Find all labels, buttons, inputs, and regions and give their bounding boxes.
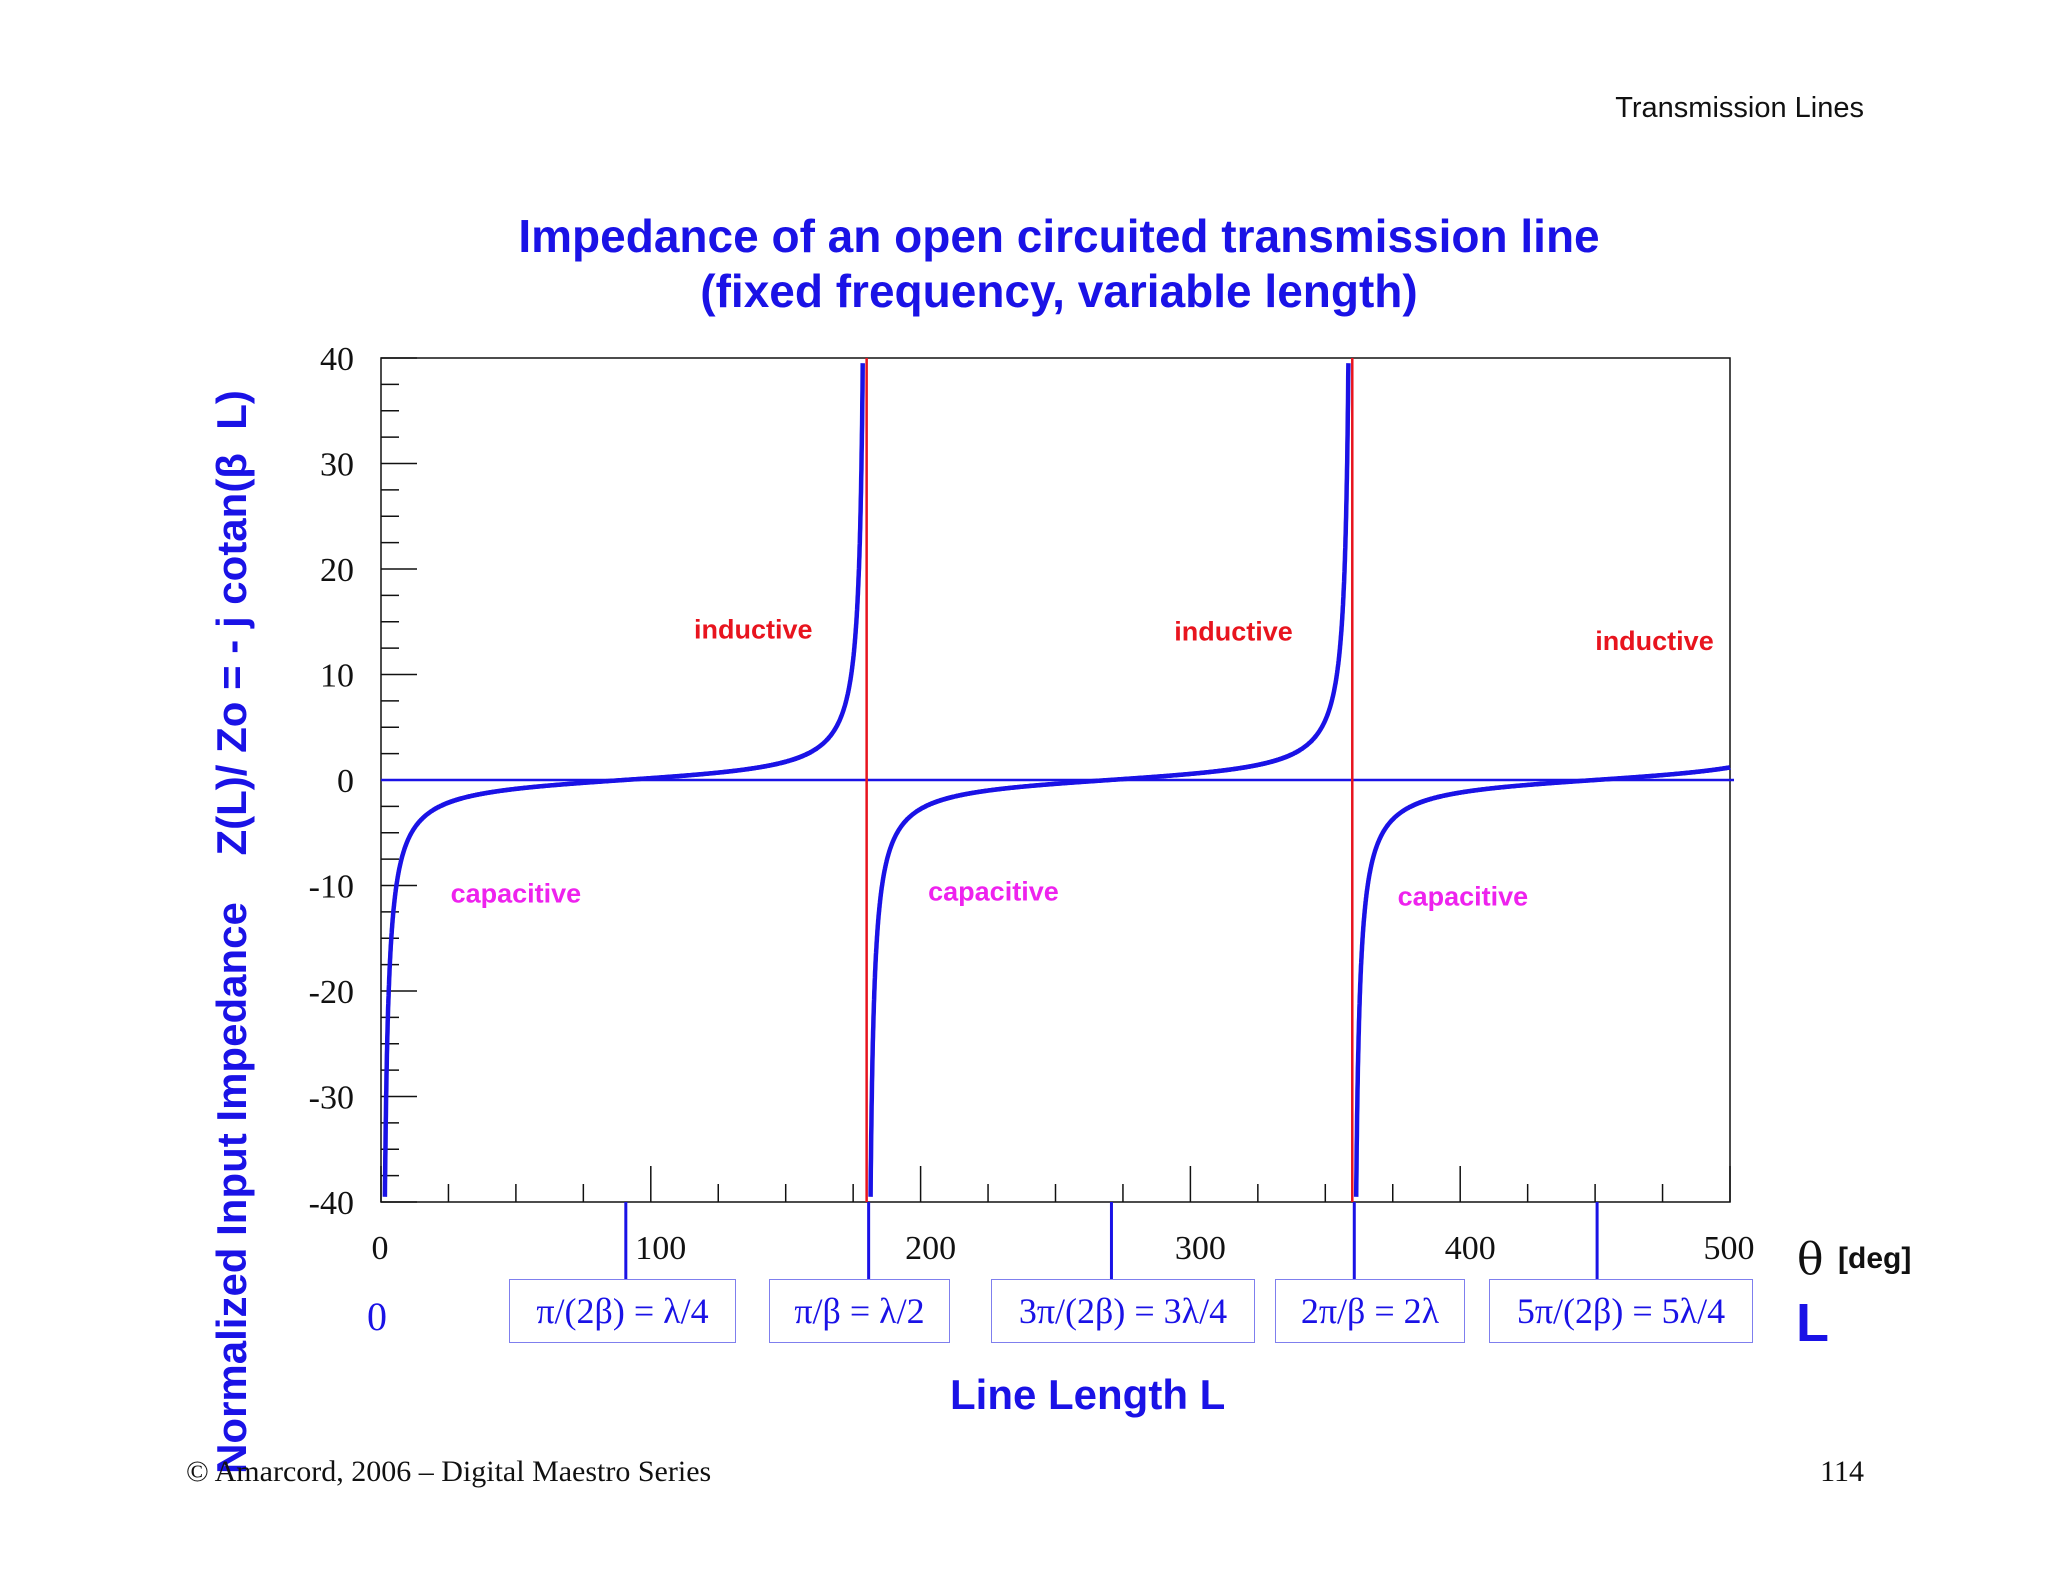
length-marker-three-quarter-wave: 3π/(2β) = 3λ/4 bbox=[991, 1279, 1255, 1343]
impedance-curve bbox=[868, 363, 1351, 1197]
page-number: 114 bbox=[1820, 1455, 1864, 1488]
y-tick-label: -30 bbox=[309, 1080, 354, 1117]
inductive-region-label: inductive bbox=[1595, 626, 1714, 656]
copyright-footer: © Amarcord, 2006 – Digital Maestro Serie… bbox=[186, 1455, 712, 1488]
y-tick-label: 10 bbox=[320, 658, 354, 695]
inductive-region-label: inductive bbox=[694, 615, 813, 645]
length-marker-two-lambda: 2π/β = 2λ bbox=[1275, 1279, 1465, 1343]
deg-unit-label: [deg] bbox=[1838, 1242, 1912, 1275]
chart-title: Impedance of an open circuited transmiss… bbox=[518, 210, 1600, 262]
y-tick-label: 20 bbox=[320, 552, 354, 589]
length-marker-quarter-wave: π/(2β) = λ/4 bbox=[509, 1279, 736, 1343]
impedance-curve bbox=[382, 363, 865, 1197]
capacitive-region-label: capacitive bbox=[1398, 882, 1529, 912]
impedance-curve bbox=[1353, 765, 1731, 1197]
y-tick-label: 0 bbox=[337, 763, 354, 800]
length-marker-zero: 0 bbox=[367, 1294, 387, 1339]
chart-subtitle: (fixed frequency, variable length) bbox=[700, 265, 1418, 317]
x-axis-label: Line Length L bbox=[950, 1371, 1226, 1418]
theta-symbol: θ bbox=[1797, 1234, 1824, 1285]
section-header: Transmission Lines bbox=[1615, 92, 1864, 124]
y-tick-label: -10 bbox=[309, 869, 354, 906]
x-tick-label: 400 bbox=[1445, 1230, 1496, 1267]
y-tick-label: -40 bbox=[309, 1185, 354, 1222]
x-tick-label: 300 bbox=[1175, 1230, 1226, 1267]
y-tick-label: 30 bbox=[320, 447, 354, 484]
x-tick-label: 100 bbox=[635, 1230, 686, 1267]
capacitive-region-label: capacitive bbox=[928, 876, 1059, 906]
x-tick-label: 200 bbox=[905, 1230, 956, 1267]
y-tick-label: -20 bbox=[309, 974, 354, 1011]
capacitive-region-label: capacitive bbox=[451, 878, 582, 908]
length-marker-half-wave: π/β = λ/2 bbox=[769, 1279, 950, 1343]
y-tick-label: 40 bbox=[320, 341, 354, 378]
x-tick-label: 500 bbox=[1704, 1230, 1755, 1267]
length-symbol: L bbox=[1796, 1293, 1829, 1353]
inductive-region-label: inductive bbox=[1174, 617, 1293, 647]
length-marker-five-quarter-wave: 5π/(2β) = 5λ/4 bbox=[1489, 1279, 1753, 1343]
x-tick-label: 0 bbox=[372, 1230, 389, 1267]
